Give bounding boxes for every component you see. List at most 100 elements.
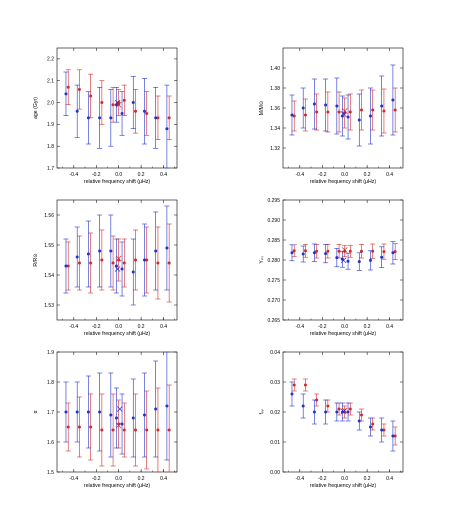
data-point-blue	[109, 116, 113, 120]
data-point-red	[111, 103, 115, 107]
y-axis-label: Yᵢₙᵢ	[259, 256, 265, 263]
data-point-red	[122, 261, 126, 265]
data-point-blue	[312, 410, 316, 414]
data-point-red	[326, 404, 330, 408]
x-axis-label: relative frequency shift (μHz)	[310, 179, 376, 185]
plot-frame	[56, 47, 178, 169]
y-axis-label: R/R⊙	[33, 253, 39, 266]
x-tick-label: 0.4	[386, 324, 393, 330]
data-point-blue	[75, 109, 79, 113]
data-point-blue	[368, 114, 372, 118]
y-tick-label: 0.02	[270, 410, 280, 416]
cross-marker-blue	[114, 266, 121, 272]
data-point-red	[66, 425, 70, 429]
data-point-red	[315, 110, 319, 114]
data-point-blue	[131, 270, 135, 274]
x-axis-label: relative frequency shift (μHz)	[84, 483, 150, 489]
data-point-blue	[109, 413, 113, 417]
chart-panel-4: -0.4 -0.2 0.0 0.2 0.4 0.265 0.270 0.275 0.280 0.2…	[259, 198, 404, 337]
data-point-red	[167, 116, 171, 120]
data-point-red	[315, 249, 319, 253]
data-point-red	[134, 258, 138, 262]
data-point-blue	[86, 252, 90, 256]
x-tick-label: 0.2	[364, 324, 371, 330]
data-point-red	[393, 250, 397, 254]
x-tick-label: 0.4	[160, 476, 167, 482]
data-point-red	[292, 383, 296, 387]
y-tick-label: 0.00	[270, 470, 280, 476]
y-tick-label: 1.8	[47, 144, 54, 150]
data-point-red	[122, 98, 126, 102]
data-point-red	[167, 261, 171, 265]
plot-frame	[282, 47, 404, 169]
data-point-blue	[380, 104, 384, 108]
x-tick-label: 0.4	[160, 324, 167, 330]
y-tick-label: 1.53	[44, 303, 54, 309]
y-tick-label: 1.6	[47, 440, 54, 446]
y-tick-label: 0.270	[267, 298, 280, 304]
data-point-blue	[380, 255, 384, 259]
x-tick-label: 0.0	[341, 476, 348, 482]
y-tick-label: 0.280	[267, 258, 280, 264]
data-point-red	[122, 428, 126, 432]
y-tick-label: 1.34	[270, 126, 280, 132]
y-tick-label: 1.9	[47, 350, 54, 356]
x-tick-label: 0.2	[138, 172, 145, 178]
cross-marker-red	[115, 255, 122, 262]
data-point-blue	[86, 410, 90, 414]
data-point-red	[77, 425, 81, 429]
x-tick-label: -0.4	[296, 172, 305, 178]
y-axis-label: fₒᵥ	[259, 409, 265, 414]
data-point-blue	[131, 416, 135, 420]
data-point-red	[337, 249, 341, 253]
data-point-blue	[391, 98, 395, 102]
y-tick-label: 0.295	[267, 198, 280, 204]
data-point-red	[89, 425, 93, 429]
cross-marker-red	[341, 108, 348, 114]
data-point-blue	[335, 104, 339, 108]
y-tick-label: 0.265	[267, 318, 280, 324]
data-point-blue	[64, 410, 68, 414]
data-point-red	[348, 249, 352, 253]
x-axis-label: relative frequency shift (μHz)	[84, 331, 150, 337]
data-point-red	[134, 109, 138, 113]
y-tick-label: 2.1	[47, 79, 54, 85]
x-tick-label: 0.4	[386, 476, 393, 482]
data-point-blue	[64, 264, 68, 268]
data-point-blue	[98, 249, 102, 253]
x-tick-label: 0.4	[160, 172, 167, 178]
data-point-red	[292, 249, 296, 253]
cross-marker-blue	[114, 99, 121, 106]
cross-marker-blue	[116, 406, 123, 412]
y-tick-label: 0.01	[270, 440, 280, 446]
data-point-red	[145, 258, 149, 262]
x-tick-label: -0.4	[296, 324, 305, 330]
x-tick-label: 0.0	[115, 172, 122, 178]
data-point-blue	[154, 249, 158, 253]
x-tick-label: 0.0	[341, 172, 348, 178]
y-tick-label: 2.2	[47, 57, 54, 63]
data-point-blue	[75, 255, 79, 259]
data-point-red	[303, 249, 307, 253]
data-point-red	[100, 101, 104, 105]
data-point-blue	[142, 413, 146, 417]
data-point-red	[156, 428, 160, 432]
data-point-red	[66, 85, 70, 89]
y-tick-label: 1.36	[270, 106, 280, 112]
y-tick-label: 1.5	[47, 470, 54, 476]
y-tick-label: 1.9	[47, 122, 54, 128]
data-point-blue	[368, 258, 372, 262]
x-tick-label: -0.4	[70, 324, 79, 330]
data-point-blue	[324, 103, 328, 107]
data-point-blue	[346, 259, 350, 263]
data-point-blue	[290, 251, 294, 255]
x-axis-label: relative frequency shift (μHz)	[84, 179, 150, 185]
y-tick-label: 1.8	[47, 380, 54, 386]
x-axis-label: relative frequency shift (μHz)	[310, 483, 376, 489]
data-point-blue	[120, 267, 124, 271]
data-point-red	[348, 110, 352, 114]
data-point-blue	[142, 109, 146, 113]
y-tick-label: 0.275	[267, 278, 280, 284]
data-point-red	[337, 407, 341, 411]
